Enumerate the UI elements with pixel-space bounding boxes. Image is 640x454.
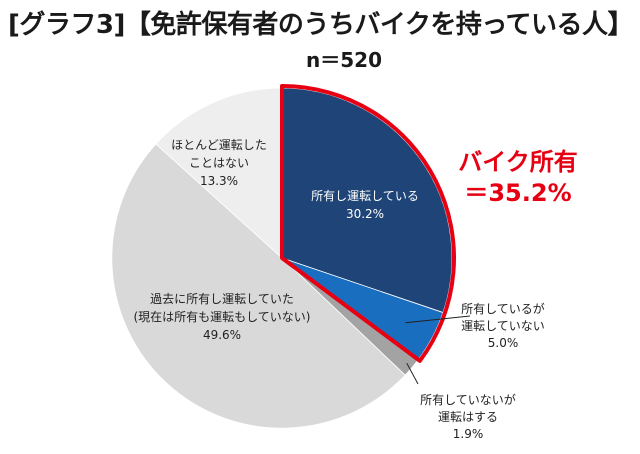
slice-label-own-riding: 所有し運転している 30.2% — [311, 189, 419, 221]
slice-label-own-not-riding: 所有しているが運転していない 5.0% — [461, 301, 545, 350]
slice-label-not-own-riding: 所有していないが運転はする 1.9% — [420, 392, 516, 441]
highlight-outline — [280, 84, 456, 363]
leader-line-own-not-riding — [405, 315, 471, 324]
slice-label-past-owner: 過去に所有し運転していた(現在は所有も運転もしていない) 49.6% — [133, 292, 310, 342]
pie-slice-never — [155, 87, 283, 259]
slice-label-never: ほとんど運転したことはない 13.3% — [171, 138, 267, 188]
pie-slice-own-riding — [281, 87, 453, 314]
ownership-total-label: バイク所有＝35.2% — [458, 148, 578, 207]
chart-title: [グラフ3]【免許保有者のうちバイクを持っている人】 — [8, 10, 634, 40]
leader-line-not-own-riding — [406, 362, 419, 385]
sample-size: n＝520 — [306, 48, 382, 72]
pie-slice-past-owner — [111, 143, 406, 429]
